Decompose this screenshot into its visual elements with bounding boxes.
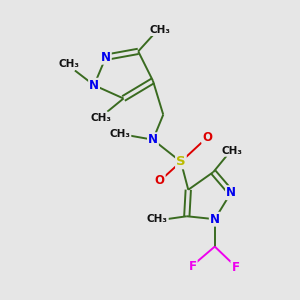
Text: F: F xyxy=(231,261,239,274)
Text: CH₃: CH₃ xyxy=(110,129,130,139)
Text: F: F xyxy=(189,260,197,273)
Text: S: S xyxy=(176,155,186,168)
Text: O: O xyxy=(155,174,165,188)
Text: N: N xyxy=(148,133,158,146)
Text: CH₃: CH₃ xyxy=(58,59,80,69)
Text: O: O xyxy=(202,131,212,144)
Text: CH₃: CH₃ xyxy=(147,214,168,224)
Text: CH₃: CH₃ xyxy=(90,112,111,123)
Text: N: N xyxy=(226,186,236,199)
Text: CH₃: CH₃ xyxy=(222,146,243,156)
Text: N: N xyxy=(89,79,99,92)
Text: N: N xyxy=(101,51,111,64)
Text: CH₃: CH₃ xyxy=(150,25,171,35)
Text: N: N xyxy=(210,213,220,226)
